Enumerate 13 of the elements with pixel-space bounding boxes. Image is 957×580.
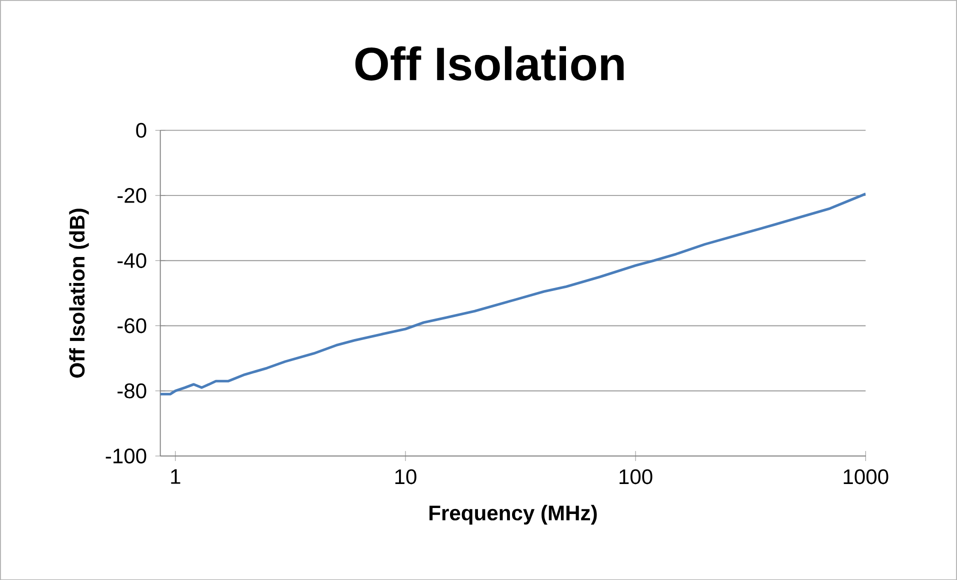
y-tick-label: 0 — [136, 122, 146, 138]
y-tick-label: -20 — [118, 188, 146, 203]
y-tick-label: -80 — [118, 383, 146, 398]
y-tick-label: -60 — [118, 318, 146, 334]
y-tick-label: -100 — [106, 448, 146, 464]
x-tick-label: 1 — [171, 469, 180, 484]
x-tick-label: 1000 — [844, 469, 888, 484]
y-axis-title: Off Isolation (dB) — [69, 208, 89, 378]
x-tick-label: 10 — [395, 469, 416, 484]
chart-title: Off Isolation — [355, 46, 624, 80]
y-tick-label: -40 — [118, 252, 146, 268]
x-tick-label: 100 — [620, 469, 652, 484]
x-axis-title: Frequency (MHz) — [430, 504, 597, 524]
